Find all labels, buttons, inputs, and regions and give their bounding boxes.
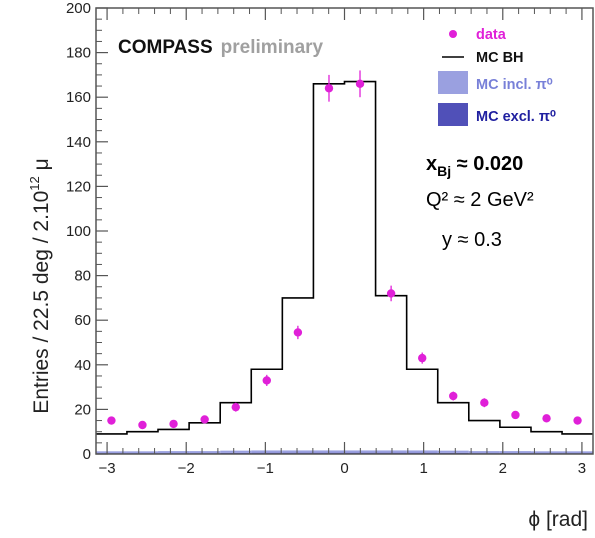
x-tick-labels: −3 −2 −1 0 1 2 3 [99,460,587,477]
incl-bar [251,450,283,453]
data-point [200,415,209,424]
data-point [231,402,240,412]
legend-excl-marker [438,103,468,126]
data-point [480,398,489,407]
incl-bar [282,450,314,453]
legend-incl-marker [438,71,468,94]
data-point [107,416,116,425]
legend-incl-label: MC incl. π⁰ [476,77,553,93]
xbj-symbol: x [426,153,437,175]
data-point [138,420,147,430]
incl-bar [468,451,500,454]
incl-bar [531,451,563,454]
incl-bar [95,451,127,454]
plot-frame [95,7,594,455]
y-tick-label: 80 [74,268,91,285]
y-text: y ≈ 0.3 [442,229,502,251]
x-axis-title: ϕ [rad] [528,508,588,531]
y-tick-label: 120 [66,178,91,195]
data-point [169,419,178,429]
xbj-value: ≈ 0.020 [451,153,523,175]
data-point [573,416,582,425]
y-tick-label: 160 [66,89,91,106]
incl-bar [158,451,190,454]
x-tick-label: 3 [578,460,586,477]
data-point [324,84,334,93]
legend-excl-label: MC excl. π⁰ [476,109,556,125]
data-point [418,353,427,363]
y-tick-label: 60 [74,312,91,329]
experiment-name: COMPASS [118,37,213,58]
y-tick-label: 0 [83,446,91,463]
incl-bar [375,450,407,453]
y-axis-title-main: Entries / 22.5 deg / 2.10 [30,191,53,414]
data-point [262,376,271,385]
x-tick-label: 0 [340,460,348,477]
y-axis-title-exponent: 12 [27,176,42,190]
q2-text: Q² ≈ 2 GeV² [426,189,534,211]
incl-bar [499,451,531,454]
legend-data-marker [449,30,457,38]
y-tick-label: 180 [66,45,91,62]
y-tick-labels: 0 20 40 60 80 100 120 140 160 180 200 [66,0,91,463]
y-tick-label: 200 [66,0,91,17]
legend: data MC BH MC incl. π⁰ MC excl. π⁰ [438,27,556,126]
data-point [542,414,551,423]
incl-bar [126,451,158,454]
y-tick-label: 100 [66,223,91,240]
data-point [355,79,365,89]
mc-bh-step-line [95,80,594,435]
y-axis-title-suffix: μ [30,158,53,176]
y-axis-title: Entries / 22.5 deg / 2.1012 μ [27,158,53,413]
y-tick-label: 20 [74,401,91,418]
incl-bar [437,450,469,453]
incl-bar [406,450,438,453]
data-points [107,70,582,430]
y-tick-label: 40 [74,357,91,374]
legend-bh-label: MC BH [476,50,524,66]
incl-bar [562,451,594,454]
legend-data-label: data [476,27,507,43]
xbj-subscript: Bj [437,163,451,179]
data-point [511,410,520,420]
y-tick-label: 140 [66,134,91,151]
incl-bar [220,450,252,453]
kinematics-box: xBj ≈ 0.020 Q² ≈ 2 GeV² y ≈ 0.3 [426,153,534,251]
axis-ticks [96,7,583,455]
x-tick-label: 1 [419,460,427,477]
data-point [293,328,303,337]
xbj-text: xBj ≈ 0.020 [426,153,523,179]
x-tick-label: −1 [257,460,274,477]
experiment-label: COMPASS preliminary [118,37,324,58]
incl-bar [189,451,221,454]
x-tick-label: −2 [178,460,195,477]
x-tick-label: −3 [99,460,116,477]
status-label: preliminary [221,37,324,58]
data-point [449,391,458,401]
data-point [386,289,396,298]
x-tick-label: 2 [499,460,507,477]
